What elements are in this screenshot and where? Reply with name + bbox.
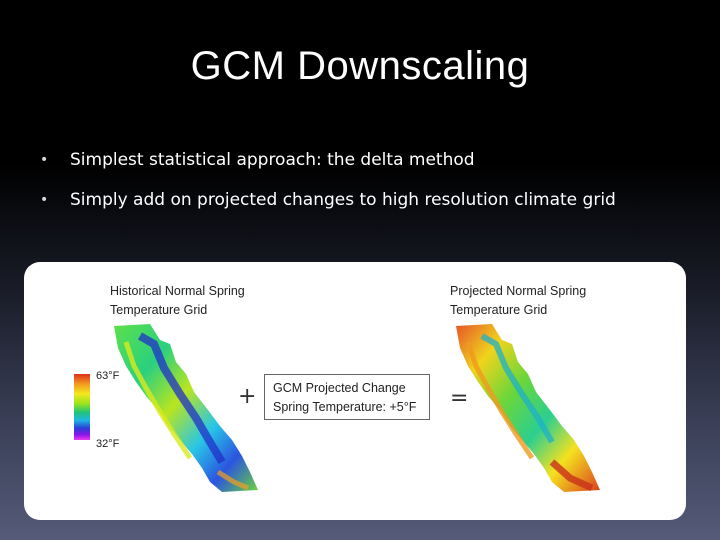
slide-title: GCM Downscaling — [190, 44, 530, 88]
change-value: Spring Temperature: +5°F — [273, 400, 417, 414]
bullet-list: • Simplest statistical approach: the del… — [40, 148, 700, 228]
historical-grid-label: Historical Normal Spring Temperature Gri… — [110, 282, 245, 320]
projected-grid-label: Projected Normal Spring Temperature Grid — [450, 282, 586, 320]
projected-temperature-map — [456, 324, 600, 492]
projected-change-box: GCM Projected Change Spring Temperature:… — [264, 374, 430, 420]
temperature-colorbar — [74, 374, 90, 440]
label-line: Temperature Grid — [450, 303, 548, 317]
plus-sign: + — [238, 384, 257, 409]
label-line: Historical Normal Spring — [110, 284, 245, 298]
label-line: Temperature Grid — [110, 303, 208, 317]
colorbar-min-label: 32°F — [96, 438, 120, 450]
bullet-text: Simply add on projected changes to high … — [70, 190, 616, 210]
label-line: Projected Normal Spring — [450, 284, 587, 298]
change-title: GCM Projected Change — [273, 381, 406, 395]
equals-sign: = — [450, 386, 469, 411]
historical-temperature-map — [114, 324, 258, 492]
bullet-dot-icon: • — [40, 152, 49, 168]
bullet-item: • Simplest statistical approach: the del… — [40, 148, 700, 188]
bullet-item: • Simply add on projected changes to hig… — [40, 188, 700, 228]
figure-panel: Historical Normal Spring Temperature Gri… — [24, 262, 686, 520]
colorbar-max-label: 63°F — [96, 370, 120, 382]
bullet-text: Simplest statistical approach: the delta… — [70, 150, 475, 170]
bullet-dot-icon: • — [40, 192, 49, 208]
